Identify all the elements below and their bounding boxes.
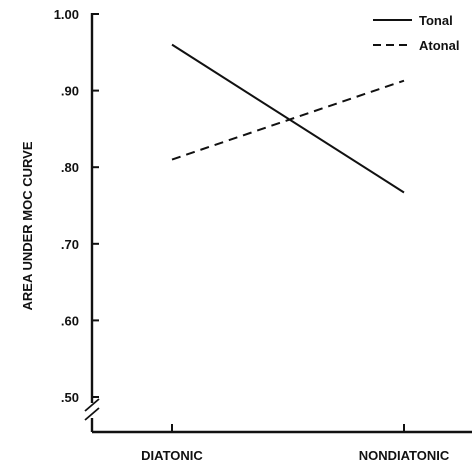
y-axis-ticks: 1.00 .90 .80 .70 .60 .50 — [54, 7, 99, 405]
legend: Tonal Atonal — [373, 13, 459, 53]
y-tick-label: .60 — [61, 313, 79, 328]
legend-label: Atonal — [419, 38, 459, 53]
x-category-label: NONDIATONIC — [359, 448, 450, 463]
y-axis-label: AREA UNDER MOC CURVE — [20, 141, 35, 310]
legend-label: Tonal — [419, 13, 453, 28]
series-line-atonal — [171, 79, 405, 161]
axes — [84, 13, 472, 434]
axis-break-mark — [84, 407, 100, 421]
series-line-tonal — [171, 43, 405, 194]
series-lines — [171, 43, 405, 194]
x-category-label: DIATONIC — [141, 448, 203, 463]
x-axis-categories: DIATONIC NONDIATONIC — [141, 424, 450, 463]
y-tick-label: 1.00 — [54, 7, 79, 22]
y-tick-label: .70 — [61, 237, 79, 252]
axis-break-mark — [84, 398, 100, 412]
y-tick-label: .90 — [61, 84, 79, 99]
y-tick-label: .50 — [61, 390, 79, 405]
y-tick-label: .80 — [61, 160, 79, 175]
